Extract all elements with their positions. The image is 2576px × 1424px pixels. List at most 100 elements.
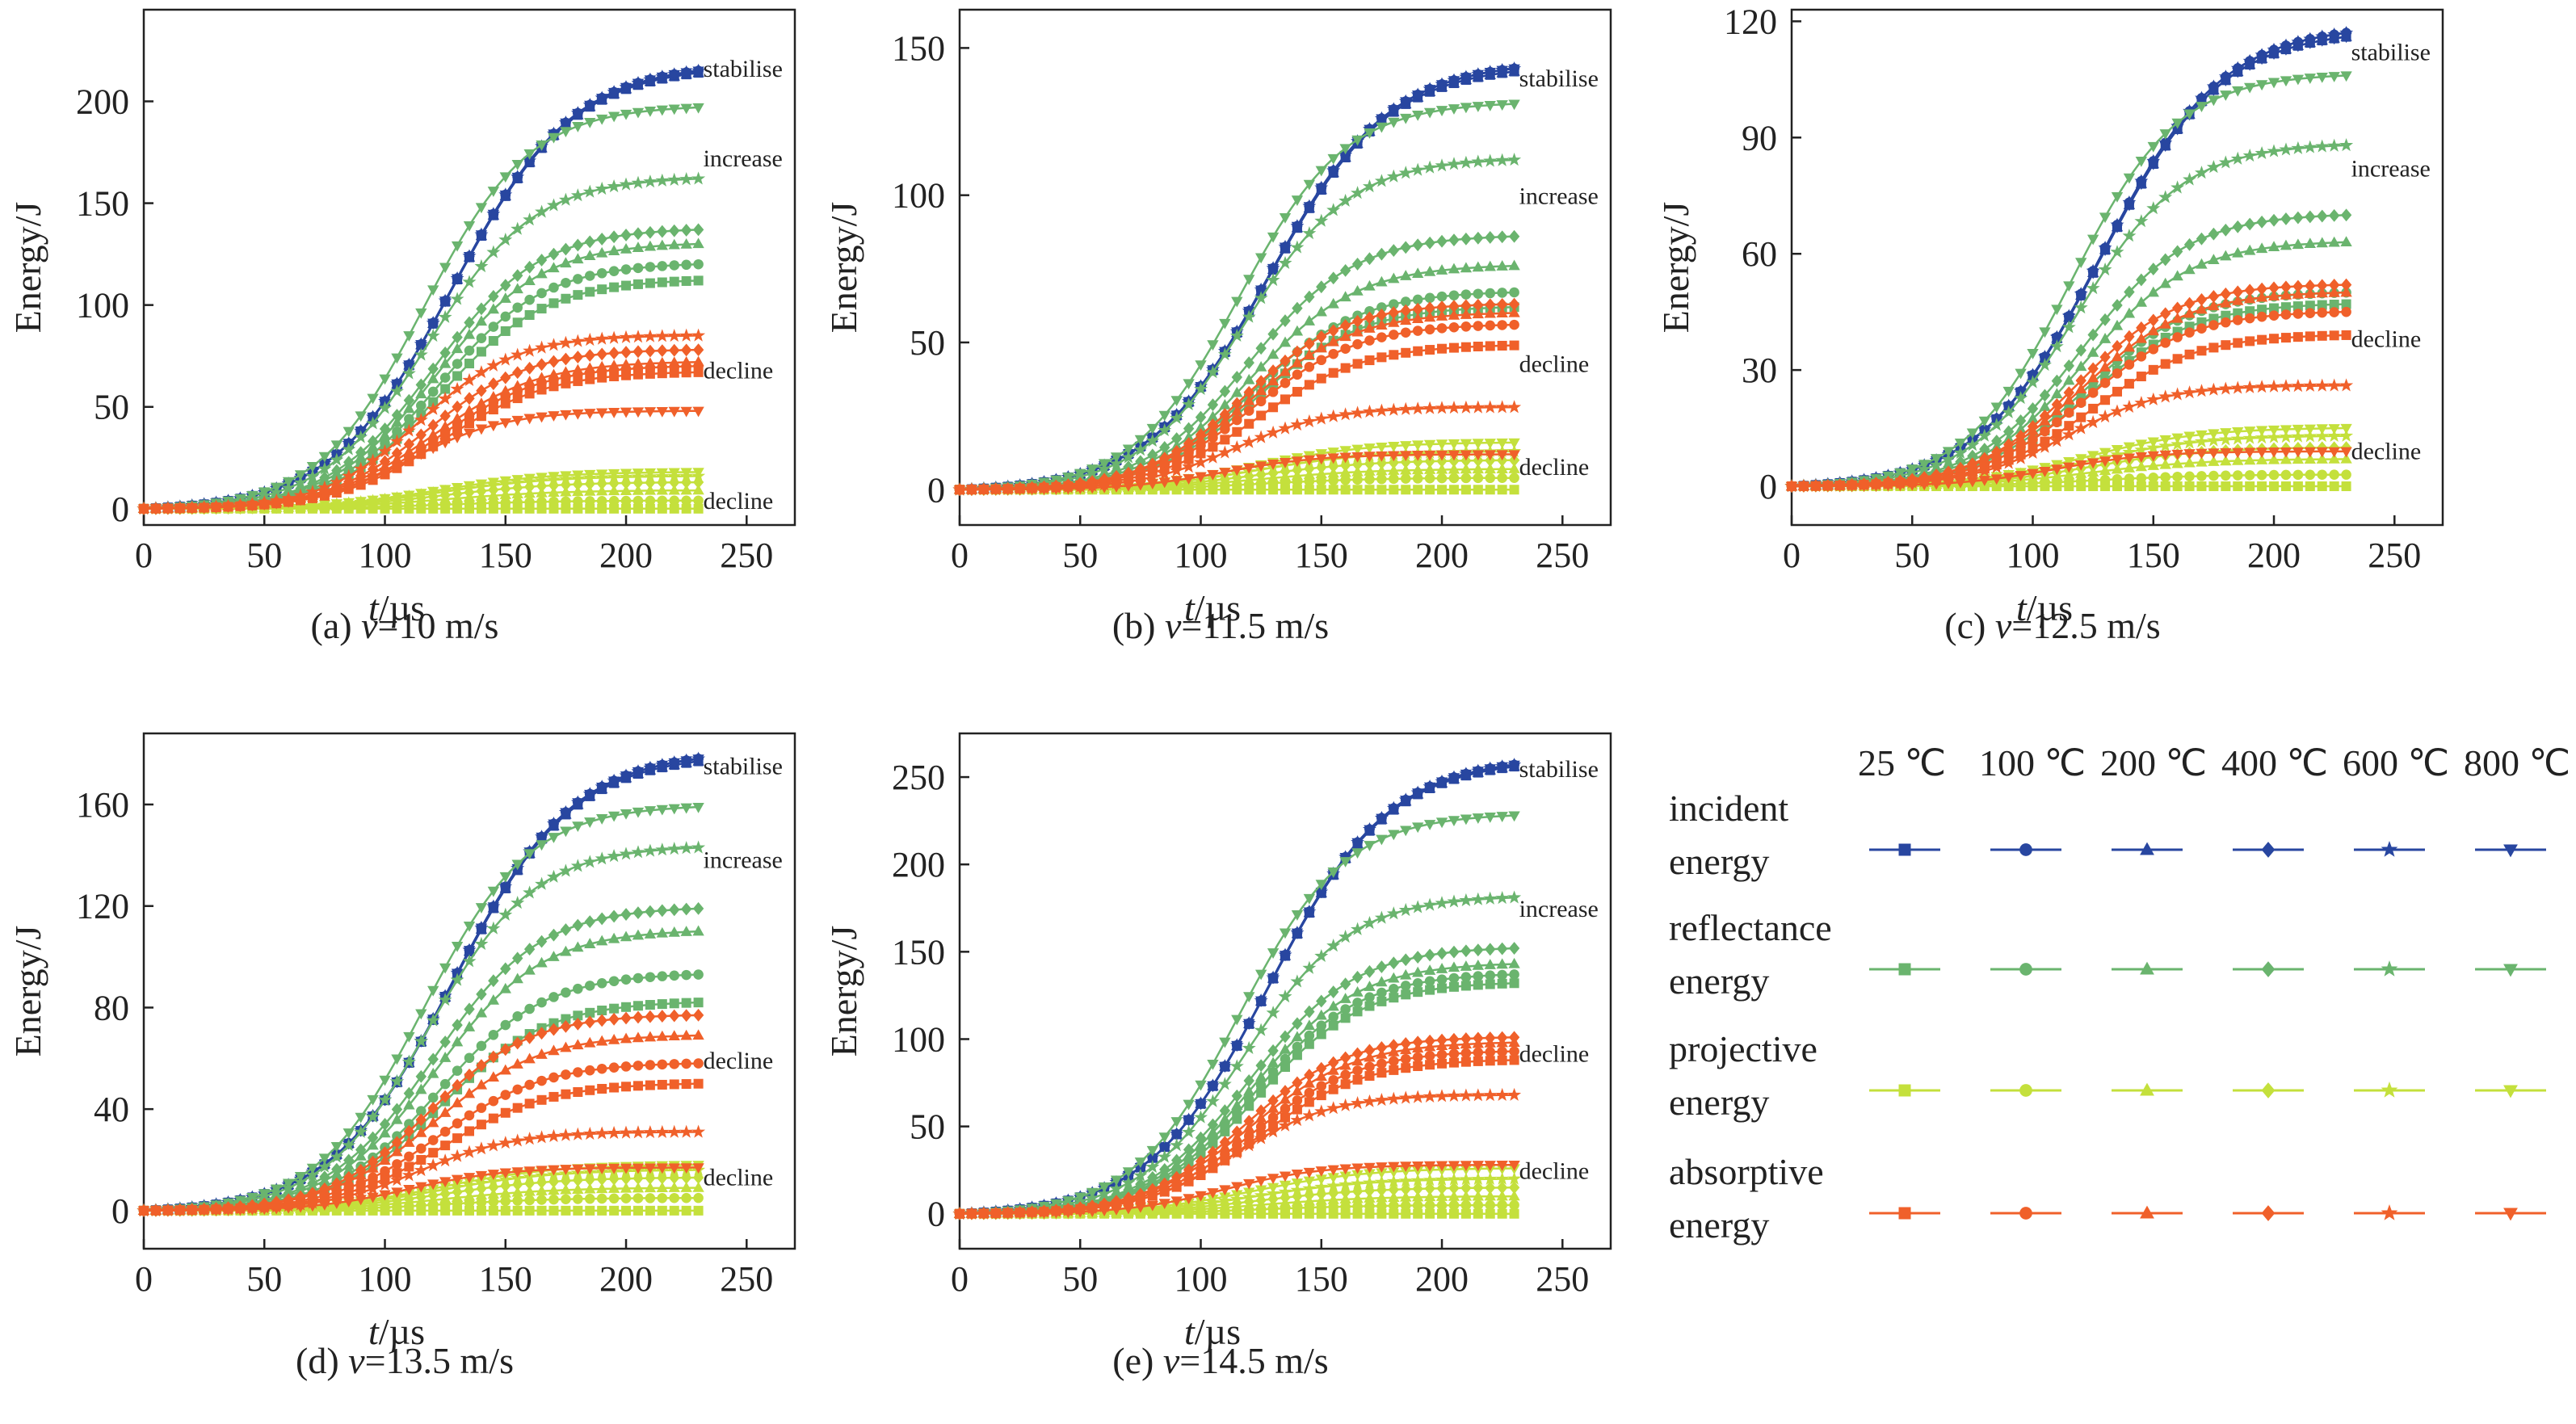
annotation: decline xyxy=(704,1164,774,1191)
series-projective-point xyxy=(561,1175,570,1187)
series-reflectance-point xyxy=(525,295,535,305)
series-absorptive-point xyxy=(2149,365,2158,374)
series-absorptive-point xyxy=(2016,443,2026,452)
series-absorptive-point xyxy=(1448,402,1460,413)
series-absorptive-point xyxy=(441,1141,450,1150)
series-reflectance-point xyxy=(597,978,607,988)
series-absorptive-point xyxy=(452,401,462,413)
series-projective-point xyxy=(682,1206,691,1215)
series-reflectance-point xyxy=(525,262,535,273)
series-reflectance-point xyxy=(1486,232,1495,243)
y-tick-label: 90 xyxy=(1742,118,1777,158)
series-reflectance-point xyxy=(489,322,498,332)
series-absorptive-point xyxy=(2318,279,2327,291)
series-absorptive-point xyxy=(2280,380,2292,391)
series-reflectance-point xyxy=(657,174,668,185)
series-reflectance-point xyxy=(2245,218,2255,229)
series-reflectance-point xyxy=(392,354,402,363)
series-absorptive-point xyxy=(633,1011,643,1023)
x-tick-label: 200 xyxy=(599,1259,653,1299)
y-tick-label: 0 xyxy=(927,470,945,510)
series-absorptive-point xyxy=(621,1062,631,1072)
series-absorptive-point xyxy=(1388,404,1399,414)
series-reflectance-point xyxy=(548,200,559,210)
series-reflectance-point xyxy=(1256,254,1267,263)
series-reflectance-point xyxy=(2305,141,2316,152)
series-reflectance-point xyxy=(2100,213,2111,222)
series-absorptive-point xyxy=(464,1089,475,1098)
series-reflectance-point xyxy=(2244,149,2255,161)
series-absorptive-point xyxy=(549,1092,558,1101)
series-absorptive-point xyxy=(693,330,704,340)
series-reflectance-point xyxy=(560,865,571,876)
series-reflectance-point xyxy=(2293,212,2303,223)
series-projective-point xyxy=(561,1206,570,1215)
series-reflectance-point xyxy=(621,909,631,920)
series-absorptive-point xyxy=(669,1126,680,1136)
series-reflectance-point xyxy=(1364,181,1375,191)
series-projective-point xyxy=(670,496,679,506)
x-tick-label: 50 xyxy=(1894,536,1930,575)
series-absorptive-point xyxy=(2137,372,2145,381)
series-projective-point xyxy=(2221,482,2230,491)
series-reflectance-point xyxy=(1268,233,1279,242)
series-projective-point xyxy=(1510,473,1519,483)
series-absorptive-point xyxy=(2149,314,2158,326)
series-projective-point xyxy=(2161,482,2170,491)
y-tick-label: 60 xyxy=(1742,234,1777,274)
series-projective-point xyxy=(1353,475,1363,485)
series-reflectance-point xyxy=(452,242,463,250)
series-reflectance-point xyxy=(585,916,595,927)
series-reflectance-point xyxy=(1473,233,1483,244)
y-axis-label: Energy/J xyxy=(823,926,864,1057)
series-absorptive-point xyxy=(1473,401,1484,412)
annotation: increase xyxy=(2351,155,2431,182)
series-reflectance-point xyxy=(586,288,595,296)
series-reflectance-point xyxy=(2087,283,2099,293)
series-absorptive-point xyxy=(477,385,486,397)
series-incident-line xyxy=(1792,37,2347,486)
y-tick-label: 200 xyxy=(892,845,945,884)
series-projective-point xyxy=(621,1194,631,1203)
series-projective-point xyxy=(537,1195,547,1205)
series-reflectance-point xyxy=(2268,145,2280,156)
series-absorptive-point xyxy=(380,1166,390,1176)
series-absorptive-point xyxy=(621,347,631,358)
series-absorptive-point xyxy=(657,330,668,341)
series-reflectance-point xyxy=(682,225,691,236)
series-absorptive-point xyxy=(1461,322,1471,332)
series-projective-point xyxy=(610,1206,619,1215)
series-absorptive-point xyxy=(1328,410,1339,421)
series-reflectance-point xyxy=(681,842,692,853)
series-projective-point xyxy=(2305,482,2314,491)
series-absorptive-point xyxy=(1377,353,1386,362)
series-absorptive-point xyxy=(682,1059,691,1069)
series-projective-point xyxy=(645,496,655,506)
series-absorptive-point xyxy=(669,330,680,341)
series-reflectance-point xyxy=(1388,170,1399,182)
series-absorptive-point xyxy=(1365,356,1374,365)
series-projective-point xyxy=(1473,473,1483,483)
series-absorptive-point xyxy=(633,1061,643,1071)
series-absorptive-point xyxy=(598,1084,607,1093)
series-reflectance-point xyxy=(645,176,656,187)
series-reflectance-point xyxy=(1449,291,1459,300)
series-reflectance-point xyxy=(561,924,570,935)
series-absorptive-point xyxy=(2197,347,2206,355)
series-absorptive-point xyxy=(608,332,620,342)
series-reflectance-point xyxy=(670,277,679,286)
series-absorptive-point xyxy=(1353,339,1363,349)
series-absorptive-point xyxy=(645,330,656,341)
series-projective-point xyxy=(2269,470,2279,480)
y-tick-label: 200 xyxy=(76,82,129,121)
series-reflectance-point xyxy=(609,910,619,922)
annotation: decline xyxy=(704,1048,774,1074)
series-reflectance-point xyxy=(525,311,534,320)
series-reflectance-point xyxy=(561,278,571,288)
series-absorptive-point xyxy=(585,1016,595,1027)
series-projective-point xyxy=(645,1206,654,1215)
series-projective-point xyxy=(2234,482,2242,491)
series-absorptive-point xyxy=(1317,355,1326,365)
